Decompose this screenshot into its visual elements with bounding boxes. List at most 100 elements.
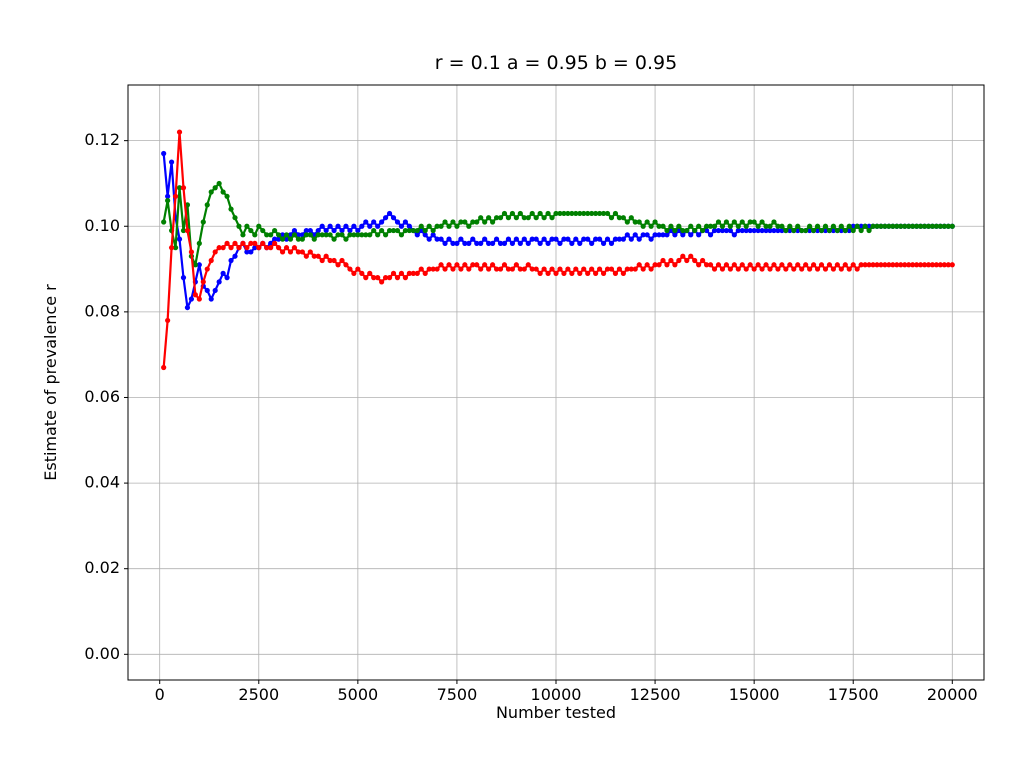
series-blue-marker bbox=[601, 241, 606, 246]
y-tick-label: 0.12 bbox=[84, 130, 120, 149]
series-green-marker bbox=[712, 224, 717, 229]
series-red-marker bbox=[260, 241, 265, 246]
series-red-marker bbox=[308, 249, 313, 254]
series-blue-marker bbox=[522, 237, 527, 242]
series-red-marker bbox=[244, 245, 249, 250]
series-blue-marker bbox=[569, 241, 574, 246]
series-green-marker bbox=[660, 224, 665, 229]
series-red-marker bbox=[169, 245, 174, 250]
series-red-marker bbox=[367, 271, 372, 276]
series-red-marker bbox=[732, 262, 737, 267]
series-green-marker bbox=[950, 224, 955, 229]
series-red-marker bbox=[256, 245, 261, 250]
series-red-marker bbox=[304, 254, 309, 259]
series-red-marker bbox=[240, 241, 245, 246]
series-red-marker bbox=[403, 275, 408, 280]
series-red-marker bbox=[228, 245, 233, 250]
series-blue-marker bbox=[629, 237, 634, 242]
series-red-marker bbox=[660, 258, 665, 263]
series-red-marker bbox=[542, 266, 547, 271]
series-red-marker bbox=[284, 245, 289, 250]
series-blue-marker bbox=[224, 275, 229, 280]
series-green-marker bbox=[482, 219, 487, 224]
series-green-marker bbox=[209, 189, 214, 194]
series-red-marker bbox=[716, 262, 721, 267]
x-tick-label: 10000 bbox=[531, 685, 582, 704]
series-green-marker bbox=[454, 224, 459, 229]
series-blue-marker bbox=[573, 237, 578, 242]
series-green-marker bbox=[260, 228, 265, 233]
series-blue-marker bbox=[597, 237, 602, 242]
series-blue-marker bbox=[375, 224, 380, 229]
series-red-marker bbox=[482, 262, 487, 267]
series-green-marker bbox=[863, 224, 868, 229]
series-green-marker bbox=[213, 185, 218, 190]
series-red-marker bbox=[395, 275, 400, 280]
series-blue-marker bbox=[320, 224, 325, 229]
series-red-marker bbox=[335, 262, 340, 267]
series-green-marker bbox=[383, 232, 388, 237]
series-green-marker bbox=[720, 224, 725, 229]
series-green-marker bbox=[855, 224, 860, 229]
series-green-marker bbox=[676, 224, 681, 229]
series-red-marker bbox=[331, 258, 336, 263]
series-green-marker bbox=[787, 224, 792, 229]
series-blue-marker bbox=[387, 211, 392, 216]
series-red-marker bbox=[601, 271, 606, 276]
series-green-marker bbox=[268, 232, 273, 237]
series-green-marker bbox=[783, 228, 788, 233]
series-blue-marker bbox=[470, 237, 475, 242]
series-green-marker bbox=[462, 219, 467, 224]
series-green-marker bbox=[339, 232, 344, 237]
series-green-marker bbox=[272, 228, 277, 233]
series-blue-marker bbox=[518, 241, 523, 246]
series-green-marker bbox=[431, 228, 436, 233]
series-red-marker bbox=[664, 262, 669, 267]
x-tick-label: 7500 bbox=[437, 685, 478, 704]
series-blue-marker bbox=[621, 237, 626, 242]
series-red-marker bbox=[205, 266, 210, 271]
series-blue-marker bbox=[442, 241, 447, 246]
series-red-marker bbox=[593, 271, 598, 276]
series-red-marker bbox=[490, 262, 495, 267]
series-green-marker bbox=[688, 224, 693, 229]
x-tick-label: 20000 bbox=[927, 685, 978, 704]
series-blue-marker bbox=[427, 237, 432, 242]
series-green-marker bbox=[641, 224, 646, 229]
series-green-marker bbox=[399, 232, 404, 237]
series-green-marker bbox=[851, 228, 856, 233]
series-green-marker bbox=[724, 219, 729, 224]
series-blue-marker bbox=[458, 237, 463, 242]
series-green-marker bbox=[645, 219, 650, 224]
series-green-marker bbox=[256, 224, 261, 229]
series-green-marker bbox=[629, 215, 634, 220]
series-red-marker bbox=[950, 262, 955, 267]
series-green-marker bbox=[423, 228, 428, 233]
prevalence-chart: 025005000750010000125001500017500200000.… bbox=[0, 0, 1024, 768]
series-green-marker bbox=[728, 224, 733, 229]
series-green-marker bbox=[466, 224, 471, 229]
series-blue-marker bbox=[557, 241, 562, 246]
series-red-marker bbox=[173, 194, 178, 199]
series-red-marker bbox=[641, 266, 646, 271]
series-green-marker bbox=[395, 228, 400, 233]
series-red-marker bbox=[534, 266, 539, 271]
series-green-marker bbox=[716, 219, 721, 224]
series-green-marker bbox=[831, 224, 836, 229]
series-red-marker bbox=[589, 266, 594, 271]
series-blue-marker bbox=[732, 232, 737, 237]
series-green-marker bbox=[652, 219, 657, 224]
series-blue-marker bbox=[482, 237, 487, 242]
series-green-marker bbox=[744, 224, 749, 229]
series-green-marker bbox=[839, 224, 844, 229]
series-red-marker bbox=[458, 266, 463, 271]
x-tick-label: 15000 bbox=[729, 685, 780, 704]
y-tick-label: 0.02 bbox=[84, 558, 120, 577]
series-red-marker bbox=[423, 271, 428, 276]
series-blue-marker bbox=[403, 219, 408, 224]
series-green-marker bbox=[843, 228, 848, 233]
series-blue-marker bbox=[343, 224, 348, 229]
series-green-marker bbox=[442, 219, 447, 224]
x-tick-label: 12500 bbox=[630, 685, 681, 704]
series-red-marker bbox=[748, 262, 753, 267]
